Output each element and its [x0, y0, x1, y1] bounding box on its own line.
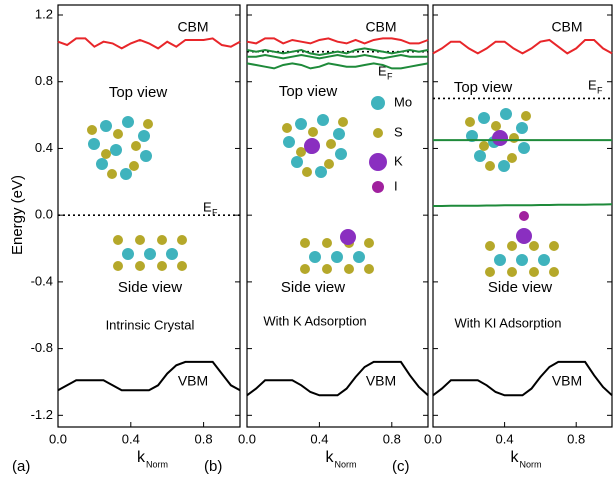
legend-marker — [371, 96, 385, 110]
y-tick-label: -0.4 — [31, 273, 53, 288]
x-tick-label: 0.0 — [424, 431, 442, 446]
side-view-structure — [113, 235, 187, 271]
x-axis-label-subscript: Norm — [335, 459, 357, 469]
caption: With K Adsorption — [263, 313, 366, 328]
fermi-subscript: F — [597, 85, 603, 95]
vbm-label: VBM — [178, 373, 208, 389]
panel-label: (a) — [12, 458, 30, 475]
k-atom — [492, 130, 508, 146]
y-tick-label: 0.4 — [35, 140, 53, 155]
x-axis-label: k — [137, 449, 146, 466]
fermi-symbol: E — [588, 77, 597, 92]
side-view-label: Side view — [281, 279, 345, 296]
legend-label: K — [394, 153, 403, 168]
legend-label: Mo — [394, 94, 412, 109]
side-view-structure — [300, 238, 374, 274]
y-tick-label: -1.2 — [31, 407, 53, 422]
top-view-structure — [87, 116, 153, 180]
y-tick-label: 0.8 — [35, 73, 53, 88]
band-line — [247, 362, 428, 395]
k-atom — [340, 229, 356, 245]
vbm-label: VBM — [366, 373, 396, 389]
legend-marker — [369, 153, 387, 171]
fermi-subscript: F — [212, 207, 218, 217]
legend-marker — [372, 181, 384, 193]
cbm-label: CBM — [365, 19, 396, 35]
figure: Energy (eV) 1.2 0.8 0.4 0.0 -0.4 -0.8 -1.2 0.0 0… — [0, 0, 614, 483]
band-line — [433, 40, 612, 53]
caption: Intrinsic Crystal — [106, 317, 195, 332]
side-view-structure — [485, 241, 559, 277]
panel-label: (c) — [392, 458, 410, 475]
band-line — [58, 38, 240, 48]
panel-label: (b) — [204, 458, 222, 475]
y-tick-label: 0.0 — [35, 207, 53, 222]
k-atom — [516, 228, 532, 244]
x-tick-label: 0.4 — [310, 431, 328, 446]
band-line — [247, 55, 428, 58]
legend-label: S — [394, 124, 403, 139]
x-tick-label: 0.8 — [567, 431, 585, 446]
band-line — [247, 63, 428, 68]
x-tick-label: 0.4 — [122, 431, 140, 446]
x-tick-label: 0.0 — [49, 431, 67, 446]
x-axis-label-subscript: Norm — [520, 459, 542, 469]
x-tick-label: 0.8 — [195, 431, 213, 446]
band-line — [433, 362, 612, 395]
vbm-label: VBM — [552, 373, 582, 389]
legend-label: I — [394, 178, 398, 193]
top-view-label: Top view — [454, 79, 513, 96]
x-axis-label: k — [511, 449, 520, 466]
y-axis-label: Energy (eV) — [9, 175, 26, 255]
x-tick-label: 0.8 — [383, 431, 401, 446]
x-axis-label: k — [326, 449, 335, 466]
band-line — [58, 362, 240, 390]
top-view-label: Top view — [279, 83, 338, 100]
fermi-subscript: F — [387, 71, 393, 81]
page: Energy (eV) 1.2 0.8 0.4 0.0 -0.4 -0.8 -1.2 0.0 0… — [0, 0, 614, 483]
side-view-label: Side view — [488, 279, 552, 296]
x-tick-label: 0.4 — [496, 431, 514, 446]
band-line — [433, 204, 612, 206]
cbm-label: CBM — [551, 19, 582, 35]
x-tick-label: 0.0 — [238, 431, 256, 446]
x-axis-label-subscript: Norm — [146, 459, 168, 469]
k-atom — [304, 138, 320, 154]
band-line — [247, 38, 428, 43]
fermi-symbol: E — [203, 199, 212, 214]
y-tick-label: 1.2 — [35, 6, 53, 21]
caption: With KI Adsorption — [455, 315, 562, 330]
legend-marker — [373, 128, 383, 138]
i-atom — [519, 211, 529, 221]
side-view-label: Side view — [118, 279, 182, 296]
top-view-label: Top view — [109, 84, 168, 101]
cbm-label: CBM — [177, 19, 208, 35]
y-tick-label: -0.8 — [31, 340, 53, 355]
